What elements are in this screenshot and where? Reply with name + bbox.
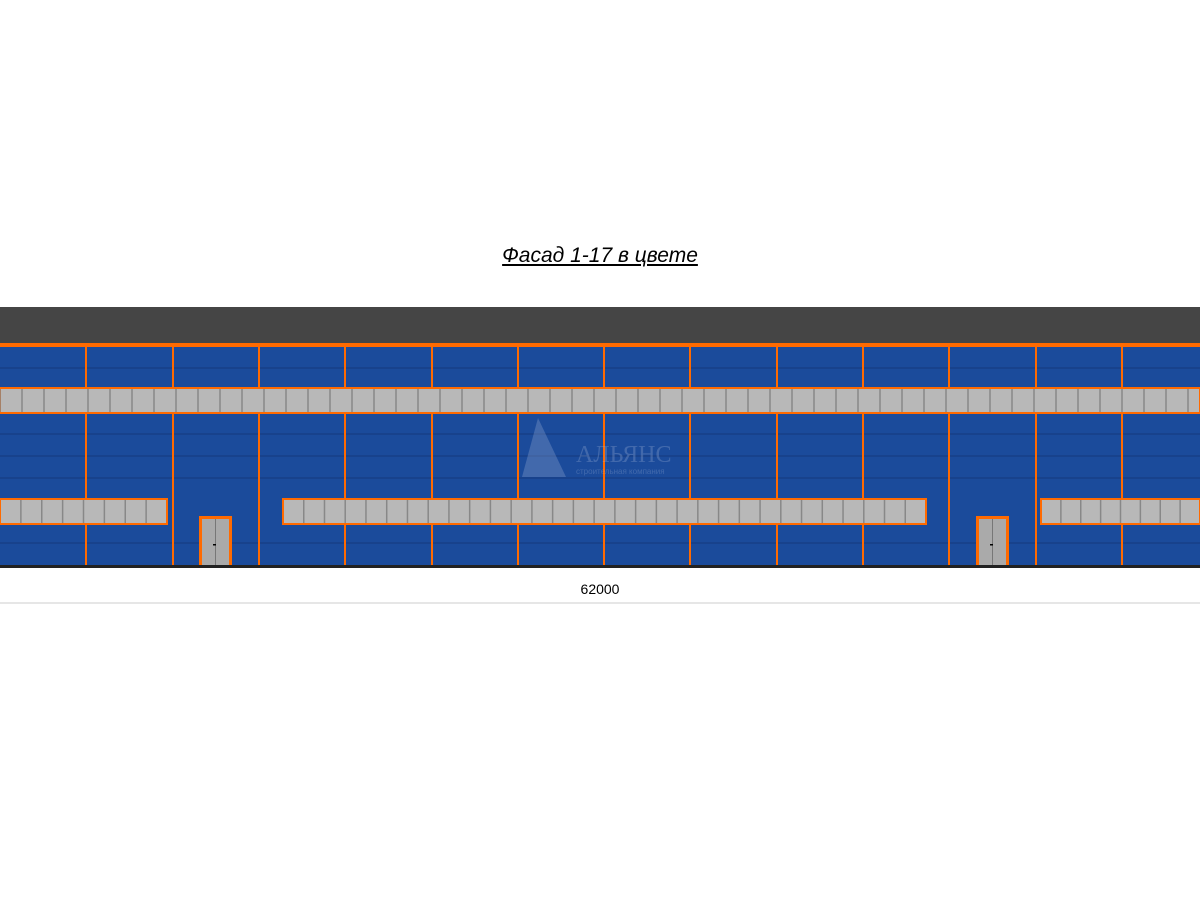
base-line	[0, 565, 1200, 568]
watermark-subtitle: строительная компания	[576, 467, 665, 476]
roof-trim	[0, 343, 1200, 347]
dimension-label: 62000	[580, 581, 620, 597]
lower-window-strip	[282, 498, 927, 525]
watermark-name: АЛЬЯНС	[576, 442, 671, 468]
roof	[0, 307, 1200, 343]
building-facade: АЛЬЯНС строительная компания	[0, 307, 1200, 604]
upper-window-strip	[0, 387, 1200, 414]
watermark-logo: АЛЬЯНС строительная компания	[522, 418, 671, 477]
door-handle	[990, 544, 993, 546]
drawing-title: Фасад 1-17 в цвете	[502, 244, 698, 267]
door-handle	[213, 544, 216, 546]
